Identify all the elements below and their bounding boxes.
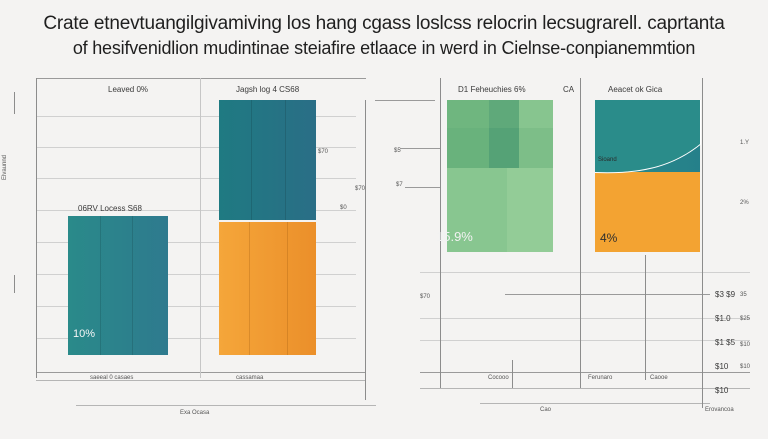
left-gridline xyxy=(36,274,356,275)
left-baseline xyxy=(36,380,366,381)
right-gridline xyxy=(420,340,750,341)
bottom-label: Ferunaro xyxy=(588,375,613,381)
side-annotation: Elvaunnd xyxy=(2,154,8,180)
bar-5-curve-fill xyxy=(595,100,700,173)
right-baseline xyxy=(420,372,750,373)
left-gridline xyxy=(36,306,356,307)
right-axis xyxy=(440,78,441,388)
right-gridline xyxy=(505,294,710,295)
left-baseline xyxy=(76,405,376,406)
bar-cell xyxy=(489,128,519,168)
right-label: $10 xyxy=(715,386,729,395)
bottom-label: Cao xyxy=(540,407,552,413)
bar-1 xyxy=(68,216,168,355)
bar-cell xyxy=(447,100,489,128)
chart-title-line-1: Crate etnevtuangilgivamiving los hang cg… xyxy=(43,13,725,34)
bar-cell xyxy=(519,100,553,128)
bar-3 xyxy=(447,100,553,252)
bar-5-curve xyxy=(594,100,701,174)
axis-label: $70 xyxy=(318,149,329,155)
bar-stripe xyxy=(132,216,133,355)
bar-header-5: Aeacet ok Gica xyxy=(608,85,663,94)
left-baseline xyxy=(36,372,366,373)
bottom-label: saeeal 0 casaes xyxy=(90,375,134,381)
bar-stripe xyxy=(249,222,250,355)
left-axis xyxy=(200,78,201,378)
bar-cell xyxy=(507,168,553,252)
left-axis xyxy=(365,100,366,400)
right-axis xyxy=(702,78,703,408)
right-label: $10 xyxy=(715,362,729,371)
left-gridline xyxy=(36,147,356,148)
bar-cell xyxy=(447,128,489,168)
right-small-label: $25 xyxy=(740,316,751,322)
bar-cell xyxy=(489,100,519,128)
right-gridline xyxy=(400,148,440,149)
bar-2-top-segment xyxy=(219,100,316,220)
left-axis xyxy=(14,92,15,114)
bar-header-4: CA xyxy=(563,85,575,94)
right-small-label: 1.Y xyxy=(740,140,750,146)
right-label: $1.0 xyxy=(715,314,731,323)
right-gridline xyxy=(420,318,750,319)
right-gridline xyxy=(375,100,435,101)
right-baseline xyxy=(480,403,710,404)
bar-top-label: 06RV Locess S68 xyxy=(78,204,142,213)
bar-stripe xyxy=(285,100,286,220)
left-gridline xyxy=(36,78,366,79)
bar-3-value-label: 15.9% xyxy=(436,229,473,244)
axis-label: $7 xyxy=(396,182,403,188)
bar-header-3: D1 Feheuchies 6% xyxy=(458,85,526,94)
right-small-label: $10 xyxy=(740,342,751,348)
left-gridline xyxy=(36,338,356,339)
left-gridline xyxy=(36,242,356,243)
right-label: $1 $5 xyxy=(715,338,736,347)
axis-label: $5 xyxy=(394,148,401,154)
axis-label: $70 xyxy=(355,186,366,192)
right-small-label: $10 xyxy=(740,364,751,370)
chart-title-line-2: of hesifvenidlion mudintinae steiafire e… xyxy=(72,38,696,58)
right-axis xyxy=(645,255,646,380)
right-axis xyxy=(512,360,513,388)
bar-5-value-label: 4% xyxy=(600,231,618,245)
left-gridline xyxy=(36,116,356,117)
bottom-label: Cocooo xyxy=(488,375,509,381)
left-gridline xyxy=(36,178,356,179)
axis-label: $0 xyxy=(340,205,347,211)
right-gridline xyxy=(420,272,750,273)
bar-header-2: Jagsh log 4 CS68 xyxy=(236,85,300,94)
bar-stripe xyxy=(287,222,288,355)
bar-cell xyxy=(447,168,507,252)
right-label: $3 $9 xyxy=(715,290,736,299)
bottom-label: Erovancoa xyxy=(705,407,734,413)
axis-label: $70 xyxy=(420,294,431,300)
bar-5-inner-label: Sioand xyxy=(598,157,617,163)
bar-stripe xyxy=(100,216,101,355)
right-small-label: 35 xyxy=(740,292,747,298)
bottom-label: cassamaa xyxy=(236,375,264,381)
right-gridline xyxy=(405,187,440,188)
bar-cell xyxy=(519,128,553,168)
bottom-label: Caooe xyxy=(650,375,668,381)
right-small-label: 2% xyxy=(740,200,749,206)
bar-2-bottom-segment xyxy=(219,222,316,355)
left-axis xyxy=(14,275,15,293)
right-baseline xyxy=(420,388,750,389)
bar-stripe xyxy=(251,100,252,220)
bar-header-1: Leaved 0% xyxy=(108,85,149,94)
bar-1-value-label: 10% xyxy=(73,328,96,340)
bottom-label: Exa Ocasa xyxy=(180,410,210,416)
left-axis xyxy=(36,78,37,378)
left-gridline xyxy=(36,210,356,211)
right-axis xyxy=(580,78,581,388)
